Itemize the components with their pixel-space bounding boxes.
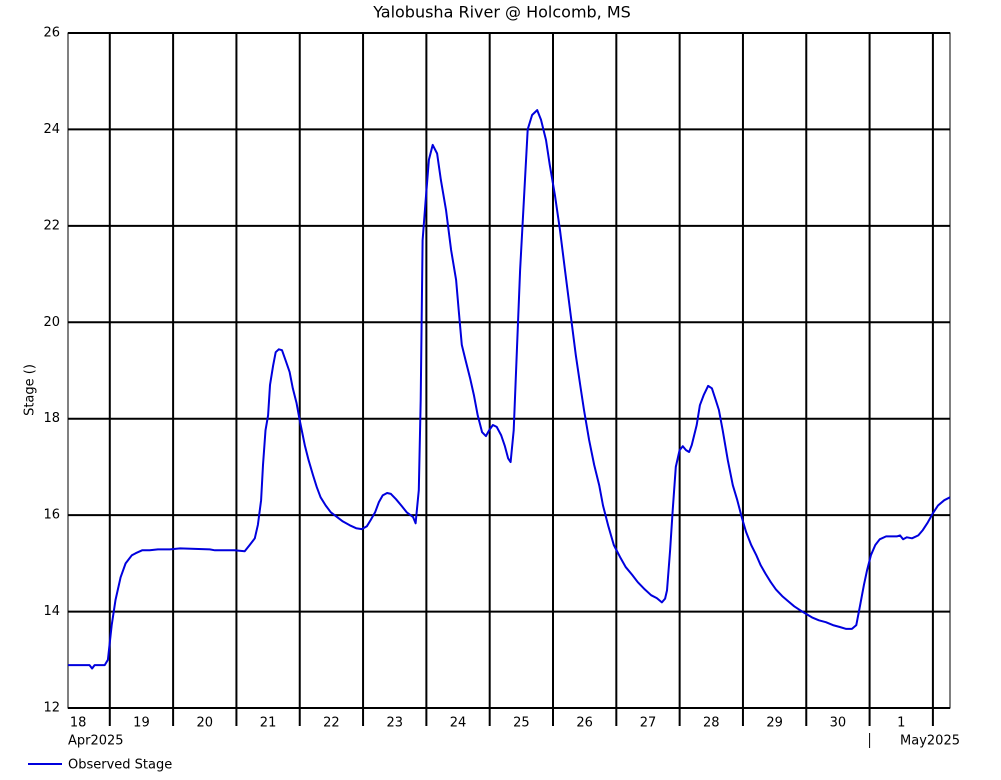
x-tick-label: 26 <box>576 716 593 731</box>
x-tick-label: 18 <box>70 716 87 731</box>
x-tick-label: 27 <box>640 716 657 731</box>
x-tick-label: 24 <box>450 716 467 731</box>
y-tick-label: 16 <box>43 508 60 523</box>
x-tick-label: 28 <box>703 716 720 731</box>
x-tick-label: 29 <box>766 716 783 731</box>
data-line <box>68 109 951 670</box>
y-tick-label: 14 <box>43 604 60 619</box>
x-tick-label: 30 <box>830 716 847 731</box>
y-tick-label: 22 <box>43 218 60 233</box>
month-label: May2025 <box>900 734 960 749</box>
x-tick-label: 22 <box>323 716 340 731</box>
y-tick-label: 26 <box>43 26 60 41</box>
plot-frame <box>67 32 951 709</box>
y-tick-label: 18 <box>43 411 60 426</box>
x-tick-label: 21 <box>260 716 277 731</box>
y-tick-label: 12 <box>43 701 60 716</box>
chart-title: Yalobusha River @ Holcomb, MS <box>372 3 631 22</box>
y-tick-label: 20 <box>43 315 60 330</box>
y-tick-label: 24 <box>43 122 60 137</box>
legend-label: Observed Stage <box>68 758 172 773</box>
x-tick-label: 20 <box>196 716 213 731</box>
x-tick-label: 25 <box>513 716 530 731</box>
x-tick-label: 1 <box>897 716 905 731</box>
x-tick-label: 19 <box>133 716 150 731</box>
x-tick-label: 23 <box>386 716 403 731</box>
y-axis-label: Stage () <box>23 364 38 416</box>
month-label: Apr2025 <box>68 734 124 749</box>
